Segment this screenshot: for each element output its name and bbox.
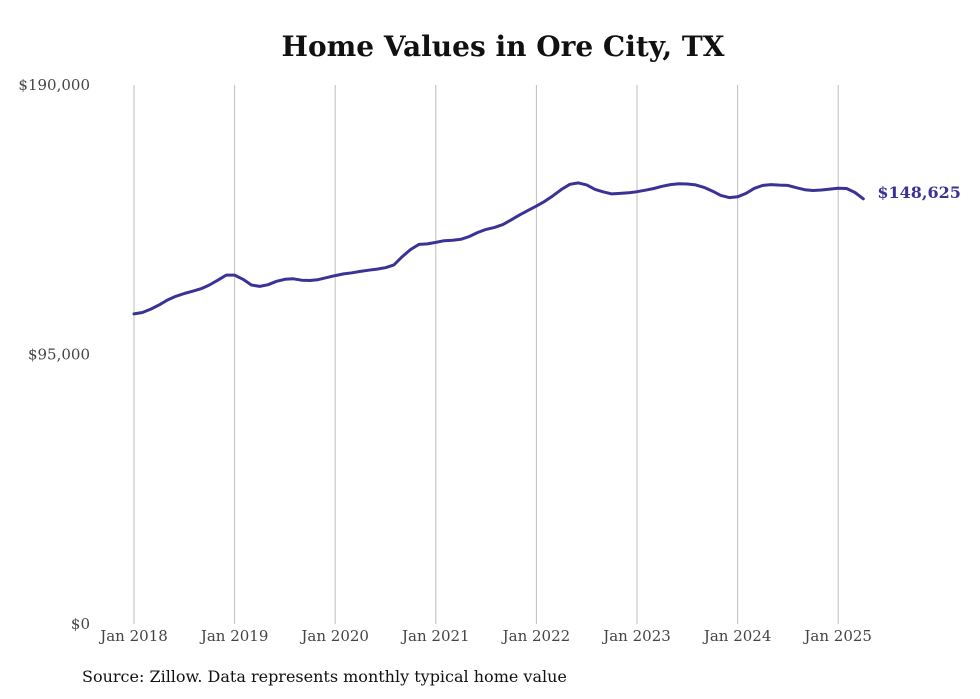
y-tick-label: $95,000 [28,346,90,364]
x-tick-label: Jan 2019 [199,627,269,645]
source-note: Source: Zillow. Data represents monthly … [82,667,567,686]
series-layer: $148,625 [132,181,961,316]
series-line [132,181,865,316]
x-tick-label: Jan 2021 [400,627,470,645]
x-tick-label: Jan 2020 [299,627,369,645]
chart-title: Home Values in Ore City, TX [281,30,725,63]
gridlines [133,85,839,624]
y-axis-ticks: $0 $95,000 $190,000 [18,76,90,633]
y-tick-label: $190,000 [18,76,90,94]
x-tick-label: Jan 2018 [98,627,168,645]
x-tick-label: Jan 2023 [601,627,671,645]
x-tick-label: Jan 2022 [501,627,571,645]
x-tick-label: Jan 2024 [702,627,772,645]
x-axis-ticks: Jan 2018 Jan 2019 Jan 2020 Jan 2021 Jan 2022… [98,627,872,645]
end-value-label: $148,625 [877,183,961,202]
x-tick-label: Jan 2025 [802,627,872,645]
y-tick-label: $0 [71,615,90,633]
